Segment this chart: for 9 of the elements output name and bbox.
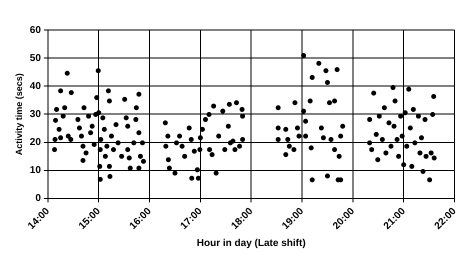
y-tick-label: 40 (30, 80, 42, 92)
y-tick-label: 50 (30, 52, 42, 64)
y-tick-label: 60 (30, 24, 42, 36)
y-tick-label: 0 (35, 193, 42, 204)
y-axis-title: Activity time (secs) (14, 73, 24, 156)
y-tick-label: 30 (30, 108, 42, 120)
x-axis-title: Hour in day (Late shift) (196, 238, 306, 249)
y-tick-label: 10 (30, 165, 42, 176)
y-tick-label: 20 (30, 137, 42, 148)
